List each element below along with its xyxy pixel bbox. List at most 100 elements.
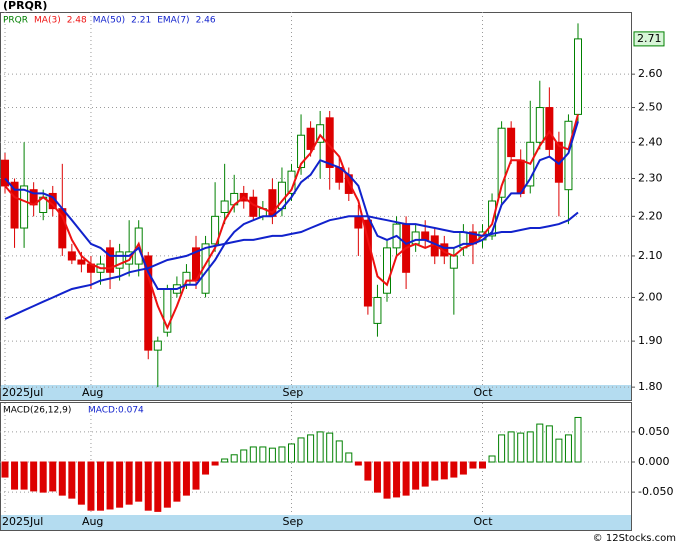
- ma-line: [4, 121, 579, 290]
- y-tick-label: 0.000: [638, 455, 670, 468]
- macd-bar: [49, 461, 57, 492]
- macd-bar: [278, 446, 286, 463]
- macd-bar: [345, 452, 353, 463]
- macd-bar: [307, 434, 315, 463]
- candle-body: [354, 215, 363, 229]
- macd-bar: [202, 461, 210, 475]
- macd-bar: [87, 461, 95, 511]
- y-tick-label: 0.050: [638, 425, 670, 438]
- macd-bar: [545, 425, 553, 463]
- legend-value: 2.46: [196, 16, 216, 26]
- candle-body: [564, 120, 573, 191]
- macd-bar: [125, 461, 133, 505]
- candle-body: [421, 231, 430, 241]
- candle-body: [411, 231, 420, 245]
- candle-body: [106, 247, 115, 273]
- y-tick-label: 2.50: [638, 101, 663, 114]
- macd-bar: [240, 449, 248, 463]
- candle-body: [220, 200, 229, 213]
- macd-bar: [517, 432, 525, 463]
- price-panel: [0, 12, 632, 401]
- macd-bar: [20, 461, 28, 490]
- candle-body: [297, 134, 306, 168]
- macd-bar: [182, 461, 190, 496]
- macd-bar: [173, 461, 181, 502]
- x-tick-label: 2025Jul: [2, 386, 43, 399]
- candle-body: [115, 251, 124, 269]
- x-tick-label: Sep: [283, 515, 304, 528]
- macd-bar: [393, 461, 401, 498]
- macd-bar: [354, 461, 362, 466]
- x-tick-label: Oct: [474, 386, 494, 399]
- candle-body: [497, 127, 506, 198]
- macd-bar: [364, 461, 372, 481]
- candle-body: [363, 219, 372, 307]
- candle-body: [125, 251, 134, 265]
- candle-body: [507, 127, 516, 158]
- candle-body: [77, 259, 86, 265]
- macd-bar: [564, 434, 572, 463]
- macd-bar: [144, 461, 152, 511]
- last-price: 2.71: [637, 32, 662, 45]
- macd-bar: [526, 431, 534, 463]
- macd-bar: [507, 431, 515, 463]
- y-tick-label: 2.00: [638, 290, 663, 303]
- macd-bar: [373, 461, 381, 493]
- x-tick-label: Sep: [283, 386, 304, 399]
- legend-value: 2.21: [131, 16, 151, 26]
- macd-bar: [97, 461, 104, 511]
- macd-bar: [230, 454, 238, 463]
- y-tick-label: 1.80: [638, 380, 663, 393]
- macd-bar: [498, 434, 506, 463]
- macd-bar: [450, 461, 458, 478]
- macd-bar: [479, 461, 486, 469]
- candle-body: [10, 181, 19, 229]
- macd-bar: [536, 423, 544, 463]
- chart-title: (PRQR): [3, 0, 47, 12]
- ma-line: [4, 211, 579, 320]
- candle-body: [373, 296, 382, 324]
- y-tick-label: 2.40: [638, 135, 663, 148]
- macd-bar: [316, 431, 324, 463]
- candle-body: [67, 251, 76, 261]
- macd-bar: [288, 443, 295, 463]
- x-tick-label: 2025Jul: [2, 515, 43, 528]
- macd-bar: [116, 461, 124, 508]
- candle-body: [574, 38, 582, 115]
- x-tick-label: Aug: [82, 515, 103, 528]
- x-tick-label: Aug: [82, 386, 103, 399]
- macd-bar: [268, 447, 276, 463]
- candle-body: [488, 200, 497, 237]
- macd-bar: [154, 461, 162, 512]
- macd-bar: [211, 461, 219, 466]
- macd-bar: [135, 461, 143, 502]
- macd-panel: [0, 402, 632, 531]
- y-tick-label: 1.90: [638, 334, 663, 347]
- macd-title: MACD(26,12,9): [3, 406, 71, 416]
- macd-bar: [574, 416, 582, 463]
- y-tick-label: 2.10: [638, 249, 663, 262]
- candle-body: [211, 215, 220, 245]
- macd-bar: [192, 461, 200, 490]
- legend-name: EMA(7): [157, 16, 189, 26]
- macd-bar: [30, 461, 38, 492]
- macd-bar: [459, 461, 467, 475]
- candle-body: [144, 255, 153, 351]
- candle-body: [383, 247, 391, 294]
- macd-bar: [469, 461, 477, 469]
- macd-bar: [249, 446, 257, 463]
- y-tick-label: 2.20: [638, 209, 663, 222]
- macd-bar: [259, 446, 267, 463]
- macd-bar: [335, 440, 343, 463]
- legend-name: MA(50): [93, 16, 125, 26]
- macd-bar: [440, 461, 448, 480]
- macd-bar: [431, 461, 439, 481]
- date-strip: [1, 385, 631, 400]
- macd-bar: [221, 458, 229, 463]
- date-strip: [1, 515, 631, 530]
- macd-bar: [383, 461, 391, 499]
- candle-body: [316, 124, 325, 143]
- macd-bar: [1, 461, 9, 478]
- macd-bar: [297, 437, 305, 463]
